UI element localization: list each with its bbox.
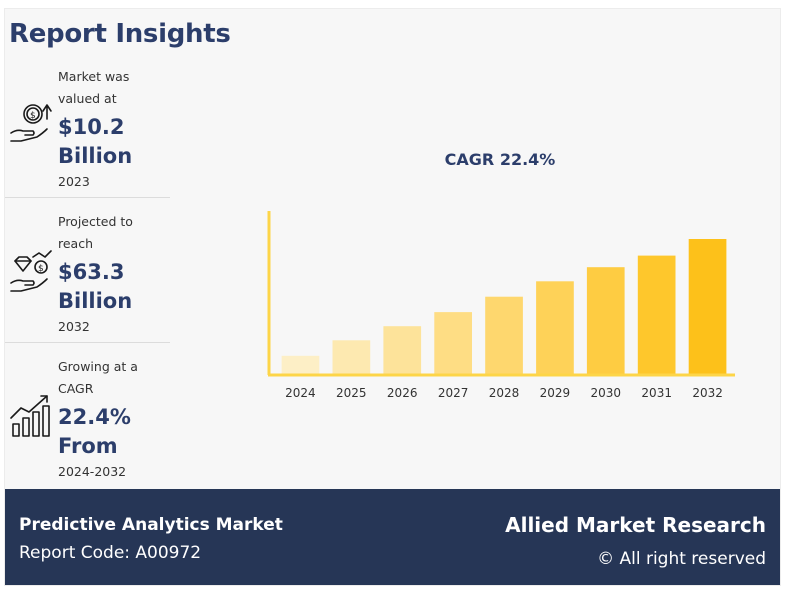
stat-market-value: $ Market was valued at $10.2 Billion 202… <box>5 66 170 206</box>
page-title: Report Insights <box>9 19 231 49</box>
svg-text:$: $ <box>38 264 44 274</box>
stat-value: $10.2 Billion <box>58 115 133 168</box>
x-tick-label: 2025 <box>336 386 367 400</box>
divider <box>5 342 170 343</box>
stat-year: 2024-2032 <box>58 464 127 479</box>
bar-2026 <box>383 326 422 375</box>
footer-market-title: Predictive Analytics Market <box>19 515 283 535</box>
x-tick-label: 2030 <box>591 386 622 400</box>
bar-chart: CAGR 22.4% 2024 2025 2026 2027 2028 2029 2030 20… <box>205 139 765 409</box>
x-tick-label: 2032 <box>692 386 723 400</box>
stat-projected-value: $ Projected to reach $63.3 Billion 2032 <box>5 211 170 351</box>
x-tick-label: 2026 <box>387 386 418 400</box>
footer-report-code: Report Code: A00972 <box>19 543 202 563</box>
footer-rights: © All right reserved <box>597 549 766 569</box>
growth-chart-icon <box>7 392 55 440</box>
x-tick-label: 2029 <box>540 386 571 400</box>
divider <box>5 197 170 198</box>
x-tick-label: 2024 <box>285 386 316 400</box>
stat-value: 22.4% From <box>58 405 131 458</box>
money-hand-icon: $ <box>7 99 55 147</box>
svg-text:$: $ <box>30 111 36 121</box>
stat-year: 2023 <box>58 174 90 189</box>
bar-2027 <box>434 312 472 375</box>
bar-2024 <box>281 355 320 376</box>
footer-banner: Predictive Analytics Market Report Code:… <box>5 489 780 585</box>
x-tick-label: 2027 <box>438 386 469 400</box>
stat-value: $63.3 Billion <box>58 260 133 313</box>
bar-2032 <box>688 239 727 375</box>
stat-label: Market was valued at <box>58 69 130 106</box>
bar-2025 <box>332 340 371 375</box>
bar-2029 <box>536 281 574 375</box>
x-tick-label: 2028 <box>489 386 520 400</box>
stat-year: 2032 <box>58 319 90 334</box>
report-card: Report Insights $ Market was valued at $… <box>4 8 781 586</box>
x-tick-label: 2031 <box>641 386 672 400</box>
bar-2028 <box>485 296 523 375</box>
bar-2030 <box>586 267 625 375</box>
diamond-coin-hand-icon: $ <box>7 249 55 297</box>
chart-svg: CAGR 22.4% 2024 2025 2026 2027 2028 2029 2030 20… <box>267 150 735 400</box>
stat-label: Projected to reach <box>58 214 133 251</box>
footer-brand: Allied Market Research <box>505 513 766 537</box>
bar-2031 <box>637 255 676 375</box>
stat-cagr: Growing at a CAGR 22.4% From 2024-2032 <box>5 356 170 496</box>
stat-label: Growing at a CAGR <box>58 359 138 396</box>
chart-title: CAGR 22.4% <box>445 150 556 169</box>
